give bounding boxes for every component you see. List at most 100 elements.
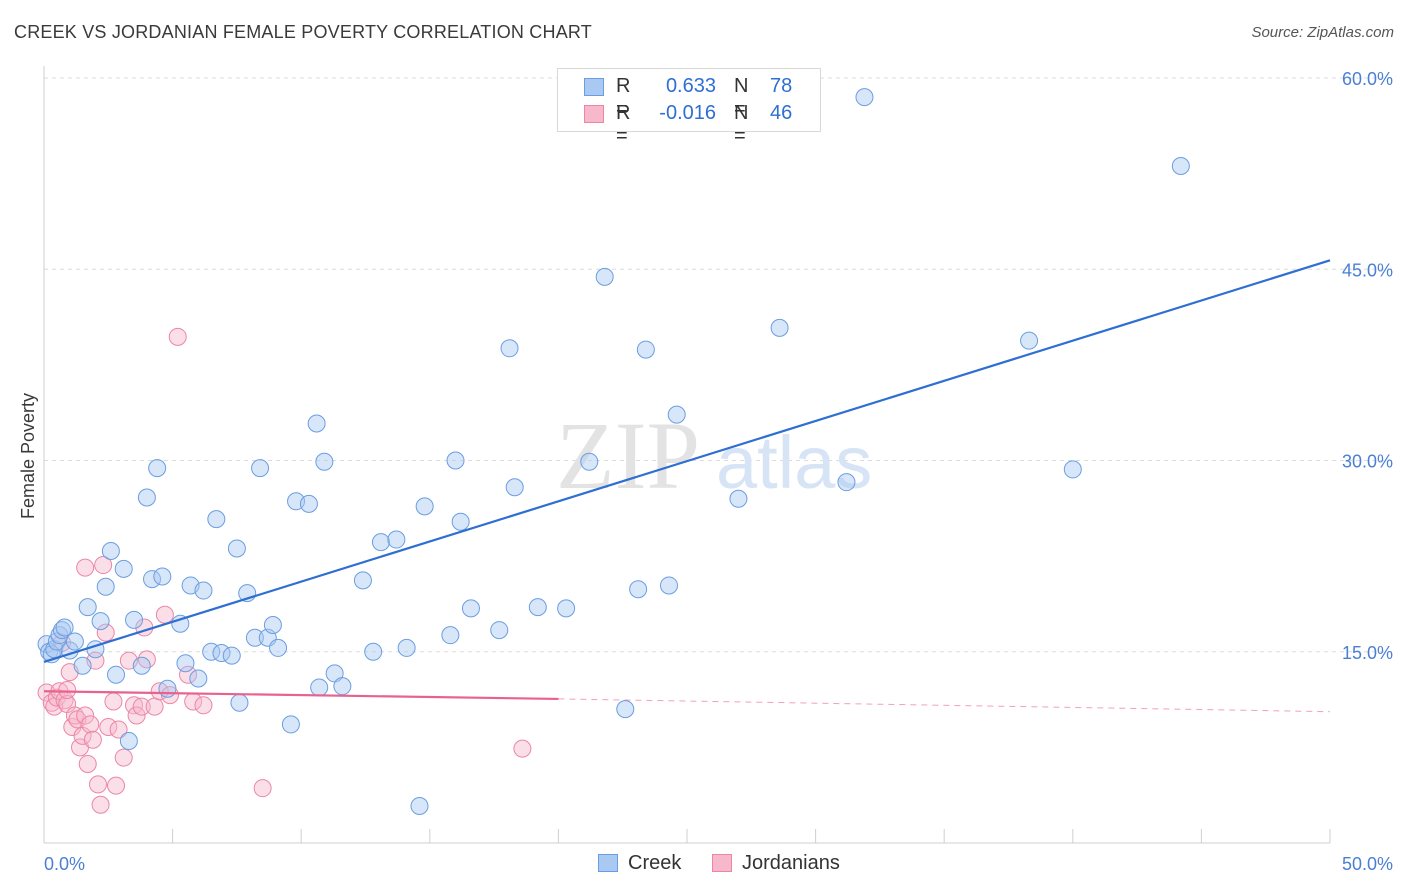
jordanians-point-43 xyxy=(513,739,532,758)
creek-point-59 xyxy=(446,451,465,470)
creek-point-35 xyxy=(227,539,246,558)
creek-point-55 xyxy=(397,638,416,657)
jordanians-point-30 xyxy=(127,706,146,725)
creek-point-24 xyxy=(153,567,172,586)
creek-point-32 xyxy=(207,510,226,529)
jordanians-point-21 xyxy=(94,556,113,575)
y-tick-labels: 15.0% 30.0% 45.0% 60.0% xyxy=(1342,69,1393,663)
creek-point-70 xyxy=(629,580,648,599)
jordanians-point-23 xyxy=(99,717,118,736)
jordanians-r-label: R = xyxy=(616,102,631,147)
creek-point-77 xyxy=(855,88,874,107)
creek-point-9 xyxy=(65,632,84,651)
jordanians-point-24 xyxy=(104,692,123,711)
creek-point-16 xyxy=(107,665,126,684)
jordanians-point-31 xyxy=(132,697,151,716)
creek-point-64 xyxy=(505,478,524,497)
jordanians-point-25 xyxy=(107,776,126,795)
creek-swatch xyxy=(584,78,604,96)
creek-point-23 xyxy=(148,459,167,478)
regression-lines xyxy=(43,259,1331,713)
creek-point-7 xyxy=(55,618,74,637)
jordanians-regression-line-dashed xyxy=(558,698,1331,713)
creek-point-62 xyxy=(490,621,509,640)
creek-point-80 xyxy=(1171,156,1190,175)
creek-r-label: R = xyxy=(616,75,631,120)
creek-point-76 xyxy=(837,473,856,492)
creek-point-39 xyxy=(251,459,270,478)
creek-legend-swatch xyxy=(598,854,618,872)
jordanians-point-44 xyxy=(76,558,95,577)
creek-point-71 xyxy=(636,340,655,359)
jordanians-point-45 xyxy=(58,681,77,699)
creek-point-10 xyxy=(73,656,92,675)
creek-point-20 xyxy=(132,656,151,675)
creek-point-63 xyxy=(500,339,519,358)
jordanians-point-42 xyxy=(253,779,272,798)
creek-point-43 xyxy=(281,715,300,734)
jordanians-legend-label: Jordanians xyxy=(742,852,840,874)
creek-point-57 xyxy=(415,497,434,516)
jordanians-point-39 xyxy=(179,665,198,684)
creek-points xyxy=(37,88,1190,816)
creek-point-22 xyxy=(143,570,162,589)
x-tick-labels: 0.0% 50.0% xyxy=(44,854,1393,874)
creek-point-27 xyxy=(176,654,195,673)
creek-point-17 xyxy=(114,559,133,578)
creek-point-42 xyxy=(269,638,288,657)
creek-point-18 xyxy=(119,732,138,750)
grid-lines xyxy=(44,77,1393,653)
creek-point-48 xyxy=(315,452,334,471)
creek-point-29 xyxy=(189,669,208,688)
chart-title: CREEK VS JORDANIAN FEMALE POVERTY CORREL… xyxy=(14,22,592,42)
creek-point-69 xyxy=(616,700,635,719)
creek-point-19 xyxy=(125,610,144,629)
creek-point-25 xyxy=(158,679,177,698)
creek-point-33 xyxy=(212,644,231,663)
jordanians-point-22 xyxy=(96,623,115,642)
y-tick-45: 45.0% xyxy=(1342,260,1393,280)
jordanians-point-17 xyxy=(83,730,102,749)
creek-point-72 xyxy=(659,576,678,595)
x-tick-max: 50.0% xyxy=(1342,854,1393,874)
creek-point-47 xyxy=(310,678,329,697)
creek-n-value: 78 xyxy=(770,75,793,97)
jordanians-r-value: -0.016 xyxy=(659,102,716,124)
jordanians-point-41 xyxy=(194,696,213,715)
y-tick-15: 15.0% xyxy=(1342,643,1393,663)
jordanians-regression-line xyxy=(43,690,559,701)
creek-point-14 xyxy=(96,577,115,596)
creek-point-41 xyxy=(263,615,282,634)
creek-point-56 xyxy=(410,797,429,816)
creek-point-13 xyxy=(91,612,110,631)
creek-point-75 xyxy=(770,318,789,337)
jordanians-point-20 xyxy=(91,795,110,814)
jordanians-point-34 xyxy=(145,697,164,716)
creek-n-label: N = xyxy=(734,75,749,120)
creek-point-78 xyxy=(1020,331,1039,350)
jordanians-swatch xyxy=(584,105,604,123)
axes xyxy=(43,66,1331,844)
creek-point-46 xyxy=(307,414,326,433)
jordanians-legend-swatch xyxy=(712,854,732,872)
creek-regression-line xyxy=(43,259,1331,663)
creek-point-52 xyxy=(364,642,383,661)
jordanians-point-36 xyxy=(155,605,174,624)
jordanians-points xyxy=(37,327,532,814)
creek-point-51 xyxy=(353,571,372,590)
creek-point-21 xyxy=(137,488,156,507)
x-tick-min: 0.0% xyxy=(44,854,85,874)
creek-point-53 xyxy=(371,533,390,552)
watermark-zip: ZIP xyxy=(556,402,700,509)
jordanians-point-0 xyxy=(37,683,56,702)
creek-legend-label: Creek xyxy=(628,852,682,874)
creek-point-54 xyxy=(387,530,406,549)
source-label: Source: ZipAtlas.com xyxy=(1251,24,1394,41)
jordanians-point-26 xyxy=(109,720,128,739)
creek-point-36 xyxy=(230,693,249,712)
creek-point-67 xyxy=(580,452,599,471)
watermark-atlas: atlas xyxy=(716,421,872,504)
jordanians-point-38 xyxy=(168,327,187,346)
creek-point-30 xyxy=(194,581,213,600)
